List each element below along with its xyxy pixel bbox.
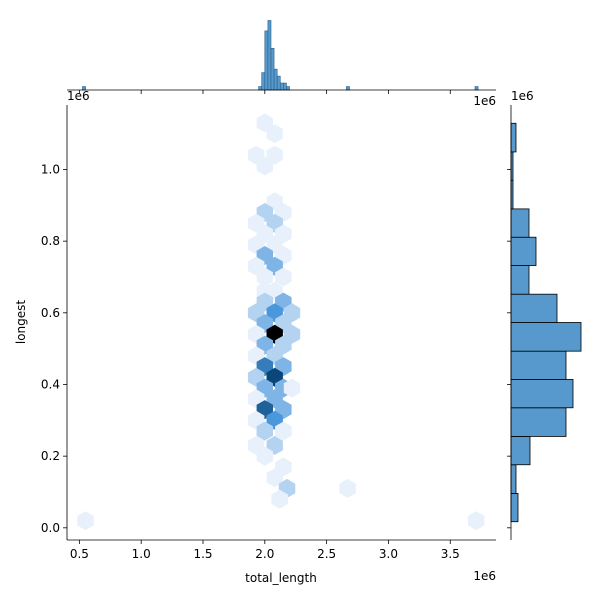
y-offset-text: 1e6 bbox=[67, 89, 90, 103]
x-axis-label: total_length bbox=[245, 571, 317, 585]
marginal-y-bar bbox=[510, 208, 530, 238]
marginal-y-bar bbox=[510, 322, 582, 352]
marginal-y-offset-text: 1e6 bbox=[511, 89, 534, 103]
hexbin bbox=[283, 378, 301, 398]
x-tick-label: 2.0 bbox=[255, 547, 274, 561]
marginal-x-bar bbox=[283, 82, 287, 91]
marginal-y-bar bbox=[510, 265, 530, 295]
marginal-y-bar bbox=[510, 407, 567, 437]
y-tick-label: 0.6 bbox=[41, 306, 60, 320]
y-tick-label: 1.0 bbox=[41, 162, 60, 176]
hexbin bbox=[271, 489, 288, 509]
hexbin bbox=[77, 511, 94, 531]
marginal-x-bar bbox=[279, 82, 284, 91]
marginal-y-bar bbox=[510, 464, 517, 494]
marginal-y-bar bbox=[510, 293, 558, 323]
marginal-x-bar bbox=[474, 86, 479, 91]
y-tick-label: 0.2 bbox=[41, 449, 60, 463]
y-tick-label: 0.4 bbox=[41, 377, 60, 391]
marginal-y-bar bbox=[510, 436, 531, 466]
marginal-y-bar bbox=[510, 379, 574, 409]
x-tick-label: 2.5 bbox=[317, 547, 336, 561]
hexbin bbox=[256, 156, 273, 176]
marginal-x-bar bbox=[273, 68, 278, 91]
marginal-x-bar bbox=[267, 20, 272, 91]
marginal-x-bar bbox=[82, 86, 86, 91]
marginal-x-bar bbox=[346, 86, 350, 91]
marginal-x-bar bbox=[261, 72, 266, 91]
y-tick-label: 0.0 bbox=[41, 521, 60, 535]
marginal-x-offset-text: 1e6 bbox=[473, 94, 496, 108]
y-tick-label: 0.8 bbox=[41, 234, 60, 248]
x-tick-label: 3.5 bbox=[441, 547, 460, 561]
x-tick-label: 0.5 bbox=[70, 547, 89, 561]
marginal-x-bar bbox=[264, 30, 269, 91]
y-axis-label: longest bbox=[14, 300, 28, 345]
x-tick-label: 1.0 bbox=[132, 547, 151, 561]
marginal-y-bar bbox=[510, 236, 537, 266]
marginal-y-bar bbox=[510, 493, 519, 523]
hexbin bbox=[256, 267, 273, 287]
marginal-x-bar bbox=[286, 86, 290, 91]
marginal-x-bar bbox=[270, 47, 275, 91]
hexbin bbox=[275, 267, 292, 287]
hexbin bbox=[275, 421, 292, 441]
hexbin bbox=[266, 468, 283, 488]
hexbin bbox=[339, 478, 356, 498]
marginal-x-bar bbox=[258, 86, 263, 91]
x-tick-label: 3.0 bbox=[379, 547, 398, 561]
marginal-x-bar bbox=[276, 75, 281, 91]
x-offset-text: 1e6 bbox=[473, 569, 496, 583]
hexbin bbox=[256, 421, 273, 441]
marginal-y-bar bbox=[510, 350, 567, 380]
x-tick-label: 1.5 bbox=[193, 547, 212, 561]
marginal-y-bar bbox=[510, 122, 517, 153]
hexbin bbox=[256, 446, 273, 466]
hexbin bbox=[468, 511, 485, 531]
hexbin bbox=[266, 124, 283, 144]
